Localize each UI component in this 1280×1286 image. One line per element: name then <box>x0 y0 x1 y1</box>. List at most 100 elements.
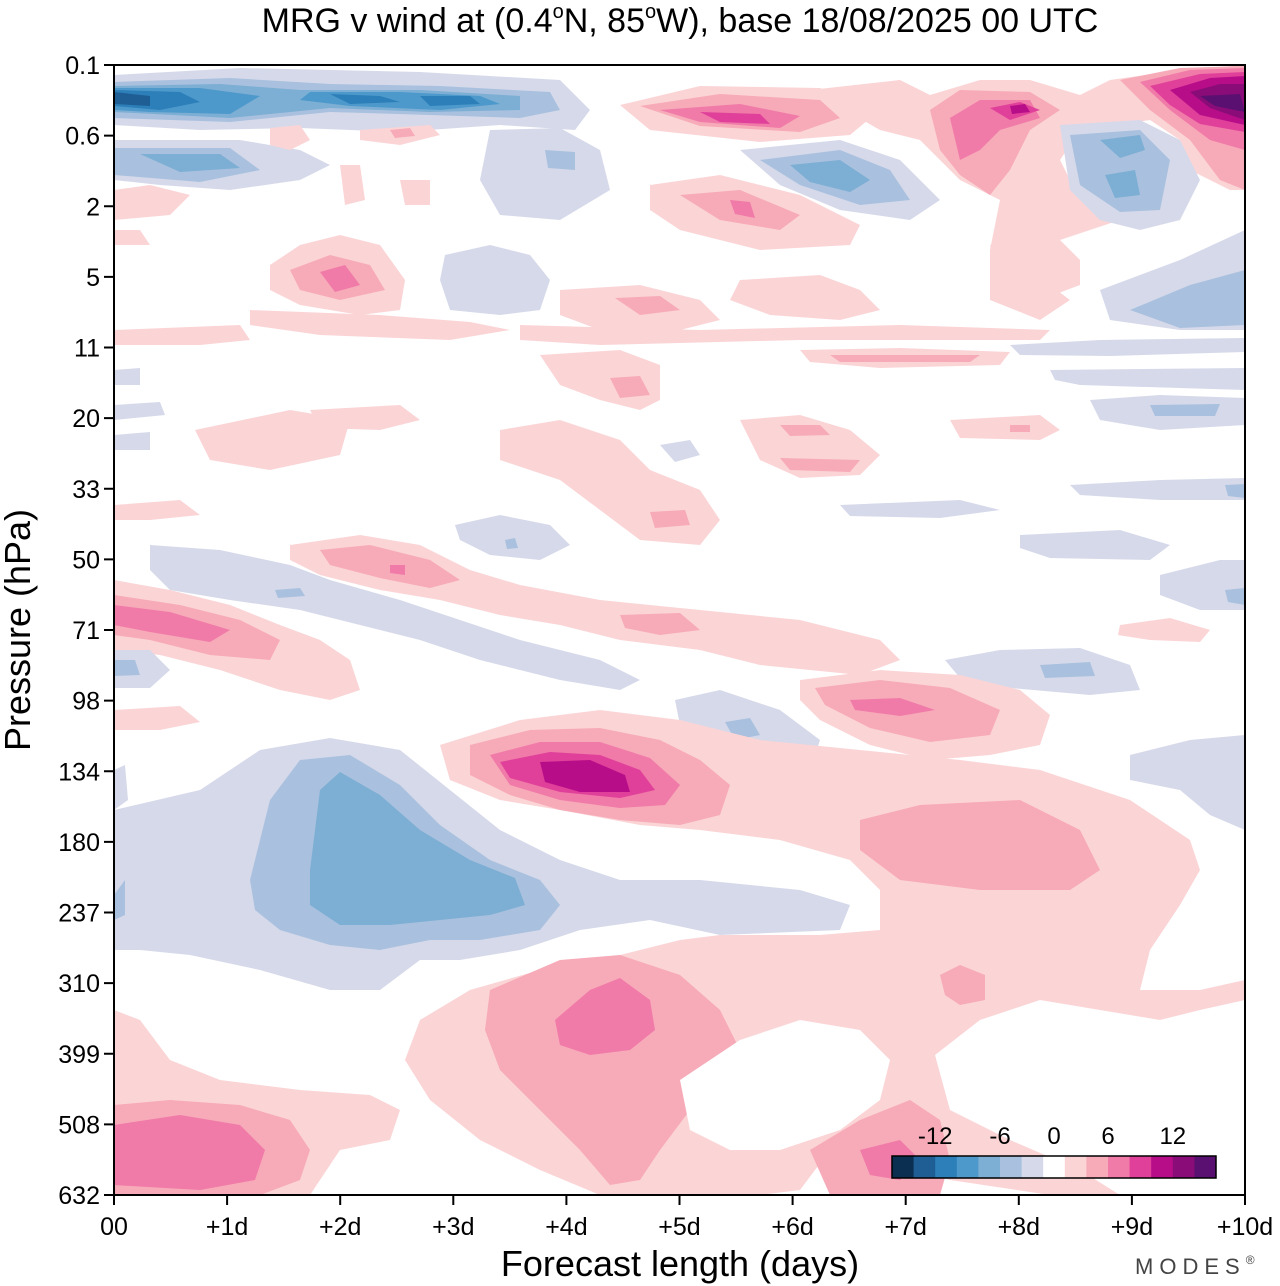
contour-pos-30 <box>114 325 250 345</box>
contour-neg-19 <box>1070 130 1170 212</box>
colorbar-tick-label: -6 <box>989 1123 1010 1150</box>
colorbar-tick-label: 0 <box>1047 1123 1060 1150</box>
contour-neg-31 <box>114 432 150 450</box>
contour-neg-39 <box>150 545 640 690</box>
colorbar-swatch <box>956 1156 979 1178</box>
contour-neg-8 <box>420 96 480 106</box>
contour-neg-32 <box>660 440 700 462</box>
contour-pos-19 <box>114 185 190 220</box>
contour-white-2 <box>935 1000 1245 1195</box>
contour-pos-39 <box>830 355 980 362</box>
x-tick-label: +7d <box>884 1213 926 1241</box>
contour-pos-45 <box>780 425 830 436</box>
contour-neg-14 <box>545 150 575 170</box>
contour-pos-9 <box>1010 104 1030 114</box>
modes-logo: MODES® <box>1135 1253 1261 1279</box>
y-tick-label: 5 <box>86 264 100 292</box>
contour-pos-47 <box>950 415 1060 440</box>
y-tick-label: 20 <box>72 405 100 433</box>
plot-area <box>113 64 1246 1196</box>
x-tick-label: +4d <box>545 1213 587 1241</box>
contour-neg-35 <box>455 515 570 560</box>
colorbar-swatch <box>978 1156 1001 1178</box>
contour-pos-37 <box>610 376 650 398</box>
y-tick-label: 98 <box>72 688 100 716</box>
contour-neg-37 <box>840 500 1000 518</box>
colorbar-swatch <box>913 1156 936 1178</box>
contour-neg-7 <box>330 94 400 104</box>
x-tick-label: +3d <box>432 1213 474 1241</box>
contour-neg-28 <box>1150 404 1220 416</box>
colorbar-swatch <box>1151 1156 1174 1178</box>
contour-pos-40 <box>195 410 350 470</box>
contour-pos-53 <box>620 613 700 635</box>
contour-neg-33 <box>1070 478 1245 500</box>
x-tick-label: +1d <box>206 1213 248 1241</box>
colorbar-swatch <box>935 1156 958 1178</box>
contour-pos-48 <box>1010 425 1030 432</box>
y-tick-label: 399 <box>58 1041 100 1069</box>
x-tick-label: +6d <box>771 1213 813 1241</box>
x-tick-label: +2d <box>319 1213 361 1241</box>
contour-pos-61 <box>850 698 935 716</box>
contour-neg-42 <box>1225 588 1245 605</box>
colorbar-frame <box>891 1155 1217 1179</box>
contour-pos-68 <box>940 965 985 1005</box>
colorbar-swatch <box>1129 1156 1152 1178</box>
contour-neg-30 <box>114 402 165 420</box>
contour-neg-43 <box>114 650 170 688</box>
y-tick-label: 180 <box>58 829 100 857</box>
contour-neg-12 <box>140 154 240 172</box>
y-tick-label: 237 <box>58 900 100 928</box>
contour-pos-73 <box>114 1115 265 1190</box>
contour-neg-25 <box>1010 338 1245 356</box>
contour-white-1 <box>680 1020 890 1150</box>
colorbar-swatch <box>1172 1156 1195 1178</box>
contour-pos-46 <box>780 458 860 472</box>
colorbar: -12 -6 0 6 12 <box>891 1123 1217 1179</box>
y-tick-label: 632 <box>58 1182 100 1210</box>
y-tick-label: 2 <box>86 193 100 221</box>
contour-pos-33 <box>730 275 880 320</box>
colorbar-swatch <box>1000 1156 1023 1178</box>
y-tick-label: 310 <box>58 970 100 998</box>
contour-pos-32 <box>615 296 680 315</box>
contour-neg-34 <box>1225 484 1245 498</box>
contour-pos-5 <box>810 65 1245 320</box>
contour-pos-35 <box>990 240 1080 300</box>
contour-neg-46 <box>1040 662 1095 678</box>
colorbar-swatch <box>1194 1156 1217 1178</box>
contour-neg-17 <box>790 160 870 192</box>
contour-pos-4 <box>700 112 770 124</box>
contour-pos-70 <box>555 978 655 1055</box>
contour-pos-29 <box>250 310 510 340</box>
contour-pos-20 <box>114 230 150 245</box>
contour-neg-22 <box>440 245 550 315</box>
x-axis-title: Forecast length (days) <box>501 1243 859 1284</box>
contour-neg-13 <box>480 128 610 220</box>
chart-title: MRG v wind at (0.4oN, 85oW), base 18/08/… <box>262 1 1099 40</box>
colorbar-swatch <box>1108 1156 1131 1178</box>
contour-pos-52 <box>390 565 405 575</box>
contour-neg-53 <box>310 772 525 925</box>
x-tick-label: +9d <box>1111 1213 1153 1241</box>
contour-pos-49 <box>114 500 200 520</box>
contour-neg-26 <box>1050 368 1245 390</box>
colorbar-swatch <box>1021 1156 1044 1178</box>
colorbar-tick-label: 12 <box>1159 1123 1186 1150</box>
y-axis: 0.1 0.6 2 5 11 20 33 50 71 98 134 180 237 310 399 508 63… <box>58 52 114 1210</box>
contour-pos-24 <box>340 165 365 205</box>
y-tick-label: 71 <box>72 617 100 645</box>
contour-pos-23 <box>390 128 415 138</box>
contour-pos-18 <box>730 200 755 218</box>
contour-neg-36 <box>505 538 518 549</box>
y-tick-label: 11 <box>74 335 100 363</box>
x-tick-label: +10d <box>1217 1213 1273 1241</box>
contour-neg-9 <box>114 92 150 106</box>
contour-pos-21 <box>270 125 310 150</box>
y-axis-title: Pressure (hPa) <box>0 509 38 751</box>
x-tick-label: +5d <box>658 1213 700 1241</box>
x-axis: 00 +1d +2d +3d +4d +5d +6d +7d +8d +9d +10d <box>100 1195 1273 1241</box>
contour-pos-28 <box>320 265 360 292</box>
